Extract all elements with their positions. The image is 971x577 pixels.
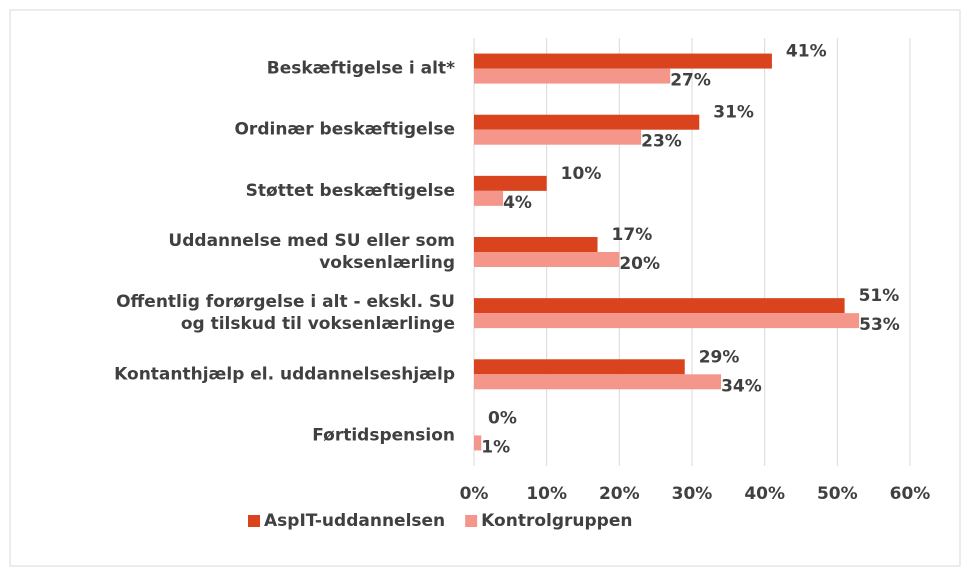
data-label: 23%	[641, 132, 682, 152]
data-label: 27%	[670, 71, 711, 91]
x-tick-label: 40%	[744, 484, 785, 504]
bar	[474, 175, 547, 191]
bar	[474, 298, 845, 314]
x-tick-label: 30%	[672, 484, 713, 504]
bar	[474, 68, 671, 84]
data-label: 20%	[619, 254, 660, 274]
bar	[474, 252, 620, 267]
data-label: 51%	[859, 286, 900, 306]
bar	[474, 190, 504, 206]
data-label: 31%	[713, 103, 754, 123]
x-tick-label: 50%	[817, 484, 858, 504]
x-tick-label: 60%	[890, 484, 931, 504]
data-label: 4%	[503, 193, 532, 213]
x-tick-label: 10%	[526, 484, 567, 504]
legend-label: Kontrolgruppen	[481, 511, 632, 531]
data-label: 17%	[612, 225, 653, 245]
data-label: 53%	[859, 315, 900, 335]
category-label: Kontanthjælp el. uddannelseshjælp	[114, 364, 455, 384]
chart-border	[9, 9, 961, 567]
data-label: 34%	[721, 376, 762, 396]
category-label: Støttet beskæftigelse	[246, 181, 455, 201]
category-label: Førtidspension	[312, 425, 455, 445]
category-label: Offentlig forørgelse i alt - ekskl. SU og…	[116, 292, 455, 334]
bar	[474, 237, 598, 252]
x-tick-label: 20%	[599, 484, 640, 504]
data-label: 0%	[488, 408, 517, 428]
x-tick-label: 0%	[460, 484, 489, 504]
data-label: 10%	[561, 164, 602, 184]
category-label: Ordinær beskæftigelse	[234, 120, 455, 140]
data-label: 29%	[699, 347, 740, 367]
bar	[474, 374, 722, 390]
legend-swatch	[248, 515, 260, 527]
bar	[474, 313, 860, 329]
bar	[474, 435, 482, 451]
bar	[474, 359, 685, 375]
legend-swatch	[465, 515, 478, 527]
category-label: Uddannelse med SU eller som voksenlærling	[168, 231, 455, 273]
data-label: 41%	[786, 42, 827, 62]
category-label: Beskæftigelse i alt*	[267, 59, 455, 79]
legend-label: AspIT-uddannelsen	[264, 511, 445, 531]
bar	[474, 114, 700, 130]
bar	[474, 129, 642, 145]
bar	[474, 53, 772, 69]
data-label: 1%	[481, 437, 510, 457]
